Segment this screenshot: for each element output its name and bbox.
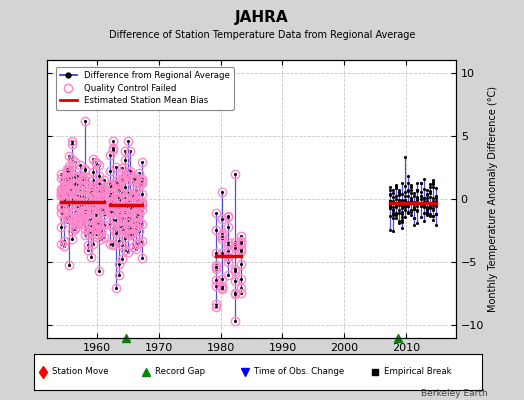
Text: JAHRA: JAHRA (235, 10, 289, 25)
Text: Berkeley Earth: Berkeley Earth (421, 389, 487, 398)
Text: Time of Obs. Change: Time of Obs. Change (254, 368, 344, 376)
Text: Difference of Station Temperature Data from Regional Average: Difference of Station Temperature Data f… (109, 30, 415, 40)
Text: Empirical Break: Empirical Break (384, 368, 451, 376)
Text: Station Move: Station Move (52, 368, 108, 376)
Y-axis label: Monthly Temperature Anomaly Difference (°C): Monthly Temperature Anomaly Difference (… (488, 86, 498, 312)
Text: Record Gap: Record Gap (155, 368, 205, 376)
Legend: Difference from Regional Average, Quality Control Failed, Estimated Station Mean: Difference from Regional Average, Qualit… (56, 67, 234, 110)
